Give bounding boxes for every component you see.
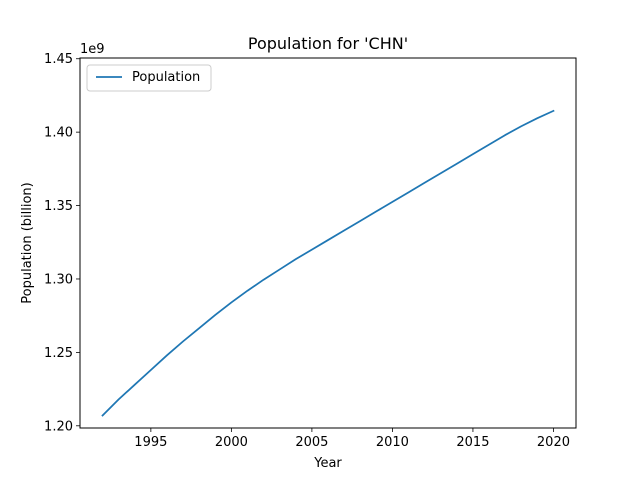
y-axis-ticks: 1.20 1.25 1.30 1.35 1.40 1.45: [44, 52, 80, 434]
chart-title: Population for 'CHN': [248, 34, 408, 53]
series-line-population: [101, 109, 555, 417]
x-tick-label: 1995: [134, 435, 167, 450]
legend: Population: [86, 64, 212, 92]
y-tick-label: 1.25: [44, 346, 73, 361]
y-axis-offset-label: 1e9: [80, 42, 105, 57]
y-axis-label: Population (billion): [20, 182, 35, 303]
x-axis-label: Year: [313, 456, 342, 471]
y-tick-label: 1.45: [44, 52, 73, 67]
y-tick-label: 1.20: [44, 419, 73, 434]
legend-label-population: Population: [132, 70, 200, 85]
x-tick-label: 2010: [376, 435, 409, 450]
x-axis-ticks: 1995 2000 2005 2010 2015 2020: [134, 428, 570, 450]
y-tick-label: 1.30: [44, 272, 73, 287]
x-tick-label: 2000: [215, 435, 248, 450]
y-tick-label: 1.40: [44, 126, 73, 141]
axes-frame: [79, 57, 577, 429]
y-tick-label: 1.35: [44, 199, 73, 214]
x-tick-label: 2005: [295, 435, 328, 450]
legend-box: [86, 64, 212, 92]
x-tick-label: 2015: [456, 435, 489, 450]
x-tick-label: 2020: [537, 435, 570, 450]
plot-area: [101, 109, 555, 417]
